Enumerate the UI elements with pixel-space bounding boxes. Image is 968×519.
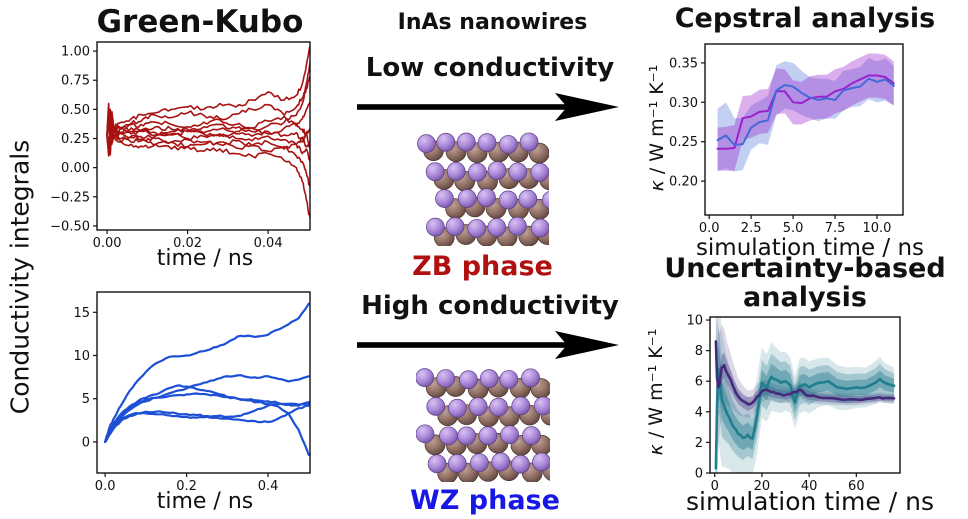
arrow-shaft [357, 104, 567, 110]
zb-phase-label: ZB phase [412, 251, 553, 282]
svg-text:6: 6 [695, 375, 703, 390]
uncertainty-title-line1: Uncertainty-based [664, 253, 946, 284]
svg-text:0.4: 0.4 [258, 479, 279, 494]
svg-text:15: 15 [73, 306, 90, 321]
conductivity-ylabel: Conductivity integrals [5, 139, 35, 415]
arrow-head [555, 331, 619, 359]
svg-text:10: 10 [73, 349, 90, 364]
svg-text:0.25: 0.25 [61, 132, 90, 147]
svg-text:2: 2 [695, 436, 703, 451]
svg-text:0.00: 0.00 [93, 236, 122, 251]
svg-text:−0.50: −0.50 [51, 219, 90, 234]
svg-text:7.5: 7.5 [825, 221, 846, 236]
svg-text:20: 20 [754, 479, 771, 494]
green-kubo-title: Green-Kubo [96, 4, 304, 40]
svg-text:4: 4 [695, 405, 703, 420]
cepstral-title: Cepstral analysis [674, 3, 936, 34]
svg-text:0.00: 0.00 [61, 161, 90, 176]
svg-text:10.0: 10.0 [863, 221, 892, 236]
svg-text:0.20: 0.20 [669, 175, 698, 190]
arrow-head [555, 93, 619, 121]
svg-text:0.30: 0.30 [669, 96, 698, 111]
simulation-time-label-cepstral: simulation time / ns [695, 235, 925, 261]
time-axis-label-zb: time / ns [156, 246, 254, 271]
low-conductivity-label: Low conductivity [365, 53, 615, 83]
high-conductivity-label: High conductivity [361, 291, 619, 321]
simulation-time-label-uncertainty: simulation time / ns [686, 487, 934, 516]
high-conductivity-arrow [357, 331, 619, 359]
svg-text:0: 0 [695, 467, 703, 482]
uncertainty-title-line2: analysis [743, 282, 867, 313]
time-axis-label-wz: time / ns [156, 489, 254, 514]
zb-crystal-structure [417, 132, 549, 246]
svg-text:40: 40 [801, 479, 818, 494]
gk-wz-chart: 0.0 0.2 0.4 0 5 10 15 [73, 291, 311, 494]
svg-text:−0.25: −0.25 [51, 190, 90, 205]
low-conductivity-arrow [357, 93, 619, 121]
gk-zb-chart: 0.00 0.02 0.04 1.00 0.75 0.50 0.25 0.00 −0.25 −0.… [51, 41, 311, 251]
wz-crystal-structure [416, 368, 550, 482]
wz-phase-label: WZ phase [410, 485, 560, 516]
svg-text:0.50: 0.50 [61, 103, 90, 118]
svg-text:0.75: 0.75 [61, 74, 90, 89]
svg-text:0.02: 0.02 [173, 236, 202, 251]
svg-text:5: 5 [82, 392, 90, 407]
svg-text:8: 8 [695, 344, 703, 359]
svg-text:5.0: 5.0 [783, 221, 804, 236]
svg-text:0: 0 [82, 435, 90, 450]
svg-text:1.00: 1.00 [61, 45, 90, 60]
svg-text:10: 10 [686, 314, 703, 329]
kappa-units: / W m⁻¹ K⁻¹ [645, 328, 667, 445]
uncertainty-chart: 0 20 40 60 0 2 4 6 8 10 [686, 314, 901, 494]
svg-text:2.5: 2.5 [741, 221, 762, 236]
inas-heading: InAs nanowires [397, 10, 588, 35]
arrow-shaft [357, 342, 567, 348]
svg-text:0.04: 0.04 [254, 236, 283, 251]
svg-text:0.2: 0.2 [176, 479, 197, 494]
kappa-ylabel-uncertainty: κ / W m⁻¹ K⁻¹ [645, 329, 667, 456]
kappa-symbol: κ [645, 444, 667, 456]
svg-text:60: 60 [848, 479, 865, 494]
cepstral-chart: 0.0 2.5 5.0 7.5 10.0 0.20 0.25 0.30 0.35 [669, 43, 904, 236]
svg-text:0: 0 [711, 479, 719, 494]
svg-text:0.0: 0.0 [699, 221, 720, 236]
svg-text:0.0: 0.0 [95, 479, 116, 494]
svg-text:0.25: 0.25 [669, 135, 698, 150]
svg-text:0.35: 0.35 [669, 56, 698, 71]
